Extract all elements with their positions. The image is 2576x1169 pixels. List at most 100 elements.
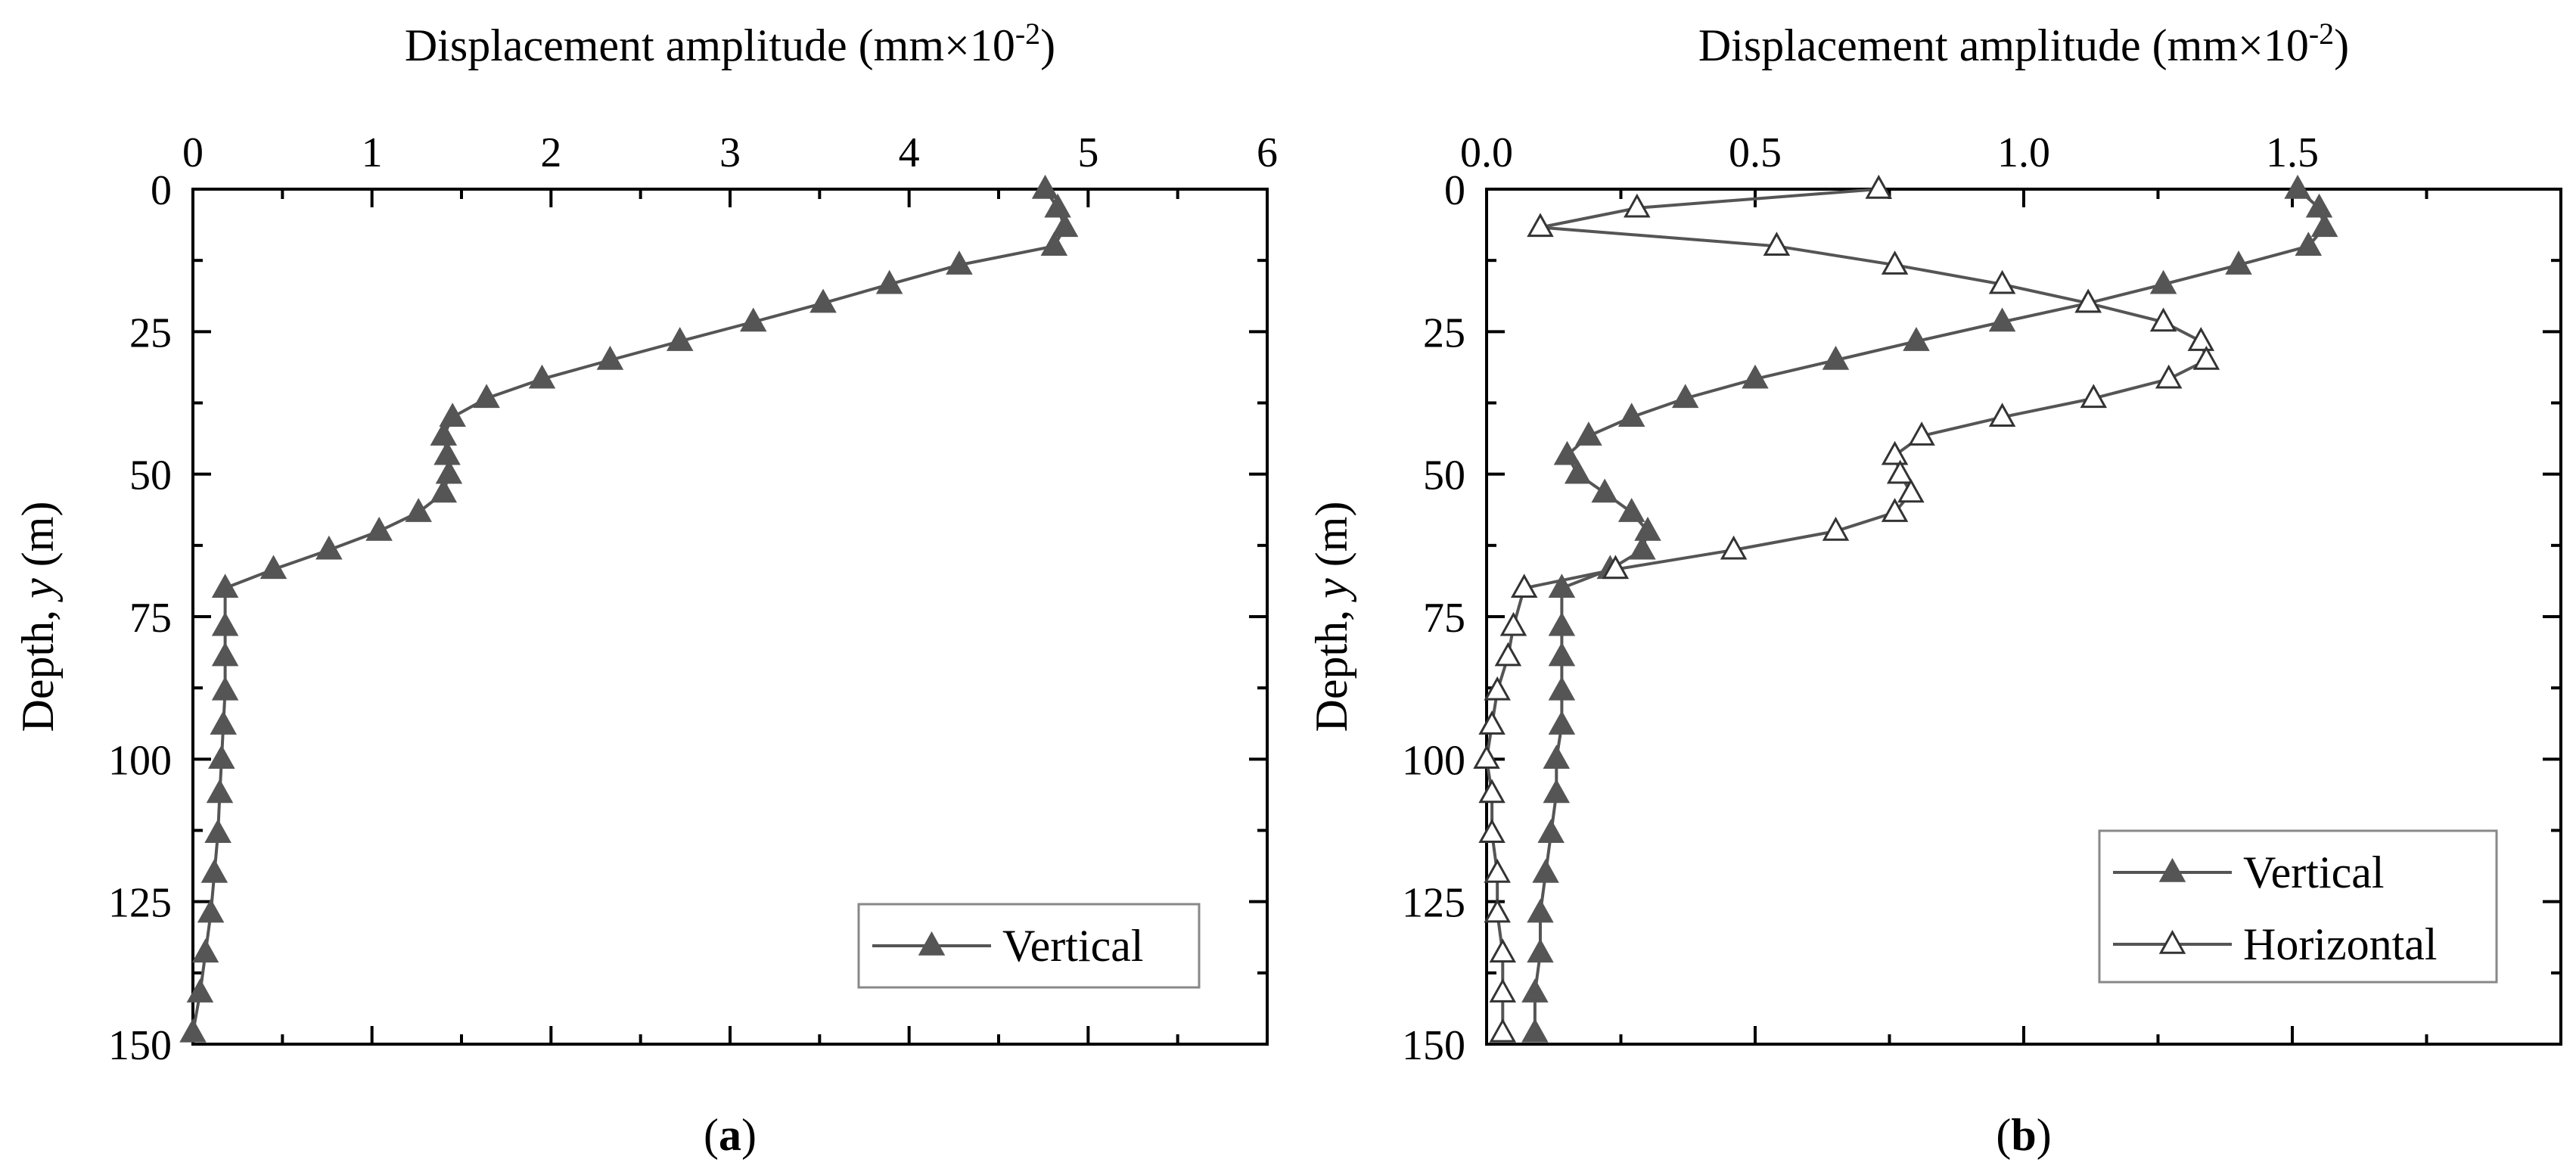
data-point-vertical — [1521, 978, 1549, 1003]
series-vertical — [179, 174, 1079, 1043]
data-point-horizontal — [2080, 384, 2108, 409]
data-point-vertical — [211, 574, 239, 598]
data-point-vertical — [204, 819, 231, 843]
series-line-vertical — [1533, 188, 2326, 1033]
data-point-vertical — [1634, 516, 1661, 541]
data-point-vertical — [1822, 345, 1850, 370]
data-point-vertical — [405, 498, 432, 522]
legend-label-vertical: Vertical — [2243, 847, 2385, 897]
y-tick-label: 25 — [1423, 309, 1465, 356]
data-point-horizontal — [1624, 193, 1651, 218]
y-tick-label: 100 — [108, 737, 172, 784]
series-vertical — [1521, 174, 2338, 1043]
y-tick-label: 50 — [129, 452, 172, 499]
y-axis-title: Depth, y (m) — [13, 502, 63, 732]
data-point-horizontal — [2155, 364, 2183, 389]
data-point-horizontal — [1489, 978, 1517, 1003]
data-point-horizontal — [2149, 307, 2177, 332]
data-point-horizontal — [1478, 710, 1506, 735]
x-axis-title: Displacement amplitude (mm×10-2) — [1698, 17, 2349, 70]
panel-label: (a) — [704, 1110, 757, 1160]
data-point-horizontal — [1510, 574, 1538, 598]
data-point-horizontal — [1897, 478, 1925, 503]
data-point-vertical — [259, 555, 287, 580]
data-point-vertical — [2310, 213, 2338, 238]
data-point-horizontal — [1720, 535, 1748, 560]
data-point-horizontal — [2074, 288, 2102, 313]
data-point-vertical — [1527, 938, 1554, 963]
y-tick-label: 25 — [129, 309, 172, 356]
data-point-horizontal — [1881, 250, 1909, 275]
data-point-horizontal — [1478, 779, 1506, 804]
x-tick-label: 1 — [362, 129, 383, 176]
data-point-vertical — [2284, 174, 2311, 199]
x-tick-label: 5 — [1077, 129, 1098, 176]
data-point-horizontal — [2187, 327, 2215, 351]
data-point-vertical — [2149, 269, 2177, 294]
data-point-horizontal — [1484, 898, 1511, 923]
legend-box — [2098, 829, 2498, 984]
data-point-vertical — [365, 516, 393, 541]
y-tick-label: 50 — [1423, 452, 1465, 499]
y-tick-label: 0 — [1444, 167, 1465, 214]
y-tick-label: 150 — [108, 1022, 172, 1069]
data-point-vertical — [2225, 250, 2252, 275]
x-tick-label: 1.5 — [2266, 129, 2319, 176]
data-point-vertical — [1040, 232, 1068, 256]
data-point-vertical — [430, 478, 458, 503]
y-axis-title: Depth, y (m) — [1307, 502, 1356, 732]
x-tick-label: 4 — [899, 129, 920, 176]
data-point-vertical — [596, 345, 624, 370]
data-point-vertical — [1629, 535, 1656, 560]
data-point-horizontal — [1602, 555, 1630, 580]
data-point-vertical — [191, 938, 219, 963]
data-point-vertical — [666, 327, 694, 351]
data-point-vertical — [211, 676, 239, 701]
data-point-vertical — [740, 307, 767, 332]
data-point-vertical — [1553, 440, 1581, 465]
data-point-horizontal — [2192, 345, 2220, 370]
data-point-horizontal — [1881, 440, 1909, 465]
data-point-horizontal — [1881, 498, 1909, 522]
data-point-horizontal — [1908, 421, 1935, 446]
data-point-vertical — [315, 535, 343, 560]
data-point-vertical — [1671, 384, 1699, 409]
y-tick-label: 125 — [1402, 880, 1465, 927]
data-point-horizontal — [1473, 745, 1500, 769]
data-point-vertical — [1903, 327, 1930, 351]
data-point-vertical — [1988, 307, 2016, 332]
data-point-horizontal — [1489, 1018, 1517, 1043]
data-point-horizontal — [1484, 858, 1511, 883]
panel-label: (b) — [1996, 1110, 2051, 1160]
x-tick-label: 0.0 — [1460, 129, 1513, 176]
data-point-horizontal — [1822, 516, 1850, 541]
data-point-vertical — [179, 1018, 207, 1043]
data-point-vertical — [208, 745, 235, 769]
y-tick-label: 100 — [1402, 737, 1465, 784]
data-point-vertical — [1521, 1018, 1549, 1043]
data-point-vertical — [1532, 858, 1559, 883]
data-point-vertical — [433, 440, 461, 465]
y-tick-label: 125 — [108, 880, 172, 927]
y-tick-label: 75 — [129, 595, 172, 642]
legend-marker-vertical — [918, 931, 946, 956]
data-point-horizontal — [1484, 676, 1511, 701]
data-point-vertical — [1742, 364, 1769, 389]
x-tick-label: 1.0 — [1997, 129, 2050, 176]
data-point-horizontal — [1886, 459, 1914, 484]
data-point-vertical — [1543, 745, 1571, 769]
data-point-horizontal — [1988, 269, 2016, 294]
data-point-vertical — [1031, 174, 1059, 199]
data-point-vertical — [946, 250, 973, 275]
data-point-vertical — [2295, 232, 2323, 256]
data-point-horizontal — [1527, 213, 1554, 238]
data-point-vertical — [1044, 193, 1071, 218]
y-tick-label: 0 — [151, 167, 172, 214]
data-point-vertical — [197, 898, 225, 923]
data-point-vertical — [430, 421, 458, 446]
legend-marker-vertical — [2158, 857, 2186, 882]
legend-label-vertical: Vertical — [1002, 921, 1144, 971]
x-tick-label: 2 — [540, 129, 561, 176]
data-point-horizontal — [1988, 403, 2016, 427]
